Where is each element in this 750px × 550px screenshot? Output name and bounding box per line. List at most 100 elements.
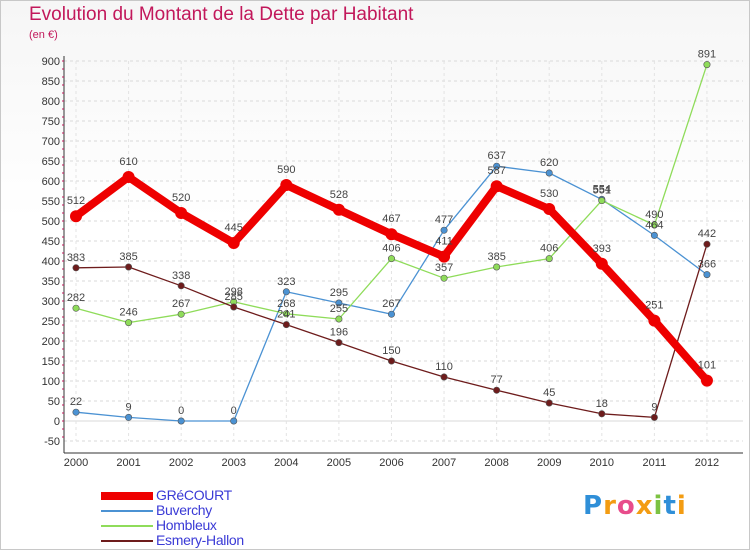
data-label: 251 (645, 300, 663, 312)
legend-label: Buverchy (156, 502, 212, 518)
data-label: 298 (225, 286, 243, 298)
legend-swatch (101, 510, 153, 512)
data-point (332, 203, 345, 216)
data-label: 528 (330, 189, 348, 201)
data-point (598, 410, 606, 418)
data-point (125, 413, 133, 421)
data-label: 0 (178, 405, 184, 417)
data-label: 246 (119, 307, 137, 319)
data-label: 150 (382, 345, 400, 357)
data-point (335, 299, 343, 307)
data-point (70, 210, 82, 223)
data-point (650, 413, 658, 421)
data-label: 490 (645, 209, 663, 221)
y-tick-label: 450 (42, 236, 60, 248)
data-point (387, 357, 395, 365)
data-point (595, 257, 608, 270)
data-point (72, 408, 80, 416)
data-label: 620 (540, 157, 558, 169)
data-labels: 22 9 0 0 323 295 267 477 637 620 554 464 366 282 246 26… (67, 49, 716, 417)
y-tick-label: 400 (42, 256, 60, 268)
data-label: 0 (231, 405, 237, 417)
data-point (72, 264, 80, 272)
data-point (440, 373, 448, 381)
legend-label: Hombleux (156, 517, 217, 533)
y-tick-label: 700 (42, 136, 60, 148)
x-tick-label: 2002 (169, 457, 193, 469)
data-label: 9 (651, 401, 657, 413)
data-point (335, 315, 343, 323)
data-label: 22 (70, 396, 82, 408)
data-label: 110 (435, 361, 453, 373)
legend-label: GRéCOURT (156, 487, 232, 503)
data-point (598, 197, 606, 205)
data-point (545, 255, 553, 263)
legend-swatch (101, 492, 153, 500)
series-lines (70, 61, 713, 425)
data-label: 196 (330, 327, 348, 339)
y-tick-label: 100 (42, 376, 60, 388)
data-point (230, 303, 238, 311)
data-label: 551 (593, 185, 611, 197)
data-label: 385 (487, 251, 505, 263)
data-point (545, 169, 553, 177)
data-point (490, 180, 503, 193)
data-label: 393 (593, 243, 611, 255)
y-tick-label: 200 (42, 336, 60, 348)
y-tick-label: 250 (42, 316, 60, 328)
data-point (650, 231, 658, 239)
data-label: 323 (277, 276, 295, 288)
y-tick-label: 50 (48, 396, 60, 408)
data-label: 241 (277, 309, 295, 321)
y-tick-label: 0 (54, 416, 60, 428)
data-point (387, 255, 395, 263)
data-label: 590 (277, 164, 295, 176)
data-point (282, 310, 290, 318)
y-tick-label: -50 (44, 436, 60, 448)
data-label: 406 (382, 243, 400, 255)
y-tick-label: 600 (42, 176, 60, 188)
grid (64, 60, 743, 442)
data-point (545, 399, 553, 407)
y-tick-label: 150 (42, 356, 60, 368)
data-label: 554 (593, 183, 611, 195)
data-label: 477 (435, 214, 453, 226)
data-label: 77 (491, 374, 503, 386)
x-tick-label: 2000 (64, 457, 88, 469)
data-label: 101 (698, 360, 716, 372)
y-tick-label: 750 (42, 116, 60, 128)
data-label: 383 (67, 252, 85, 264)
y-tick-label: 500 (42, 216, 60, 228)
data-label: 18 (596, 398, 608, 410)
data-label: 530 (540, 188, 558, 200)
data-point (648, 314, 661, 327)
data-point (700, 374, 713, 387)
data-label: 442 (698, 228, 716, 240)
data-point (125, 319, 133, 327)
data-point (440, 226, 448, 234)
y-tick-label: 900 (42, 56, 60, 68)
data-point (335, 339, 343, 347)
y-tick-label: 800 (42, 96, 60, 108)
x-tick-label: 2001 (116, 457, 140, 469)
data-point (177, 310, 185, 318)
data-point (125, 263, 133, 271)
data-point (230, 417, 238, 425)
data-label: 512 (67, 195, 85, 207)
data-point (387, 310, 395, 318)
x-tick-label: 2012 (695, 457, 719, 469)
x-tick-label: 2006 (379, 457, 403, 469)
data-label: 282 (67, 292, 85, 304)
data-label: 295 (330, 287, 348, 299)
data-label: 338 (172, 270, 190, 282)
data-point (703, 271, 711, 279)
data-point (493, 263, 501, 271)
data-label: 411 (435, 236, 453, 248)
data-label: 385 (119, 251, 137, 263)
data-point (440, 274, 448, 282)
data-point (282, 288, 290, 296)
y-tick-label: 650 (42, 156, 60, 168)
data-label: 45 (543, 387, 555, 399)
